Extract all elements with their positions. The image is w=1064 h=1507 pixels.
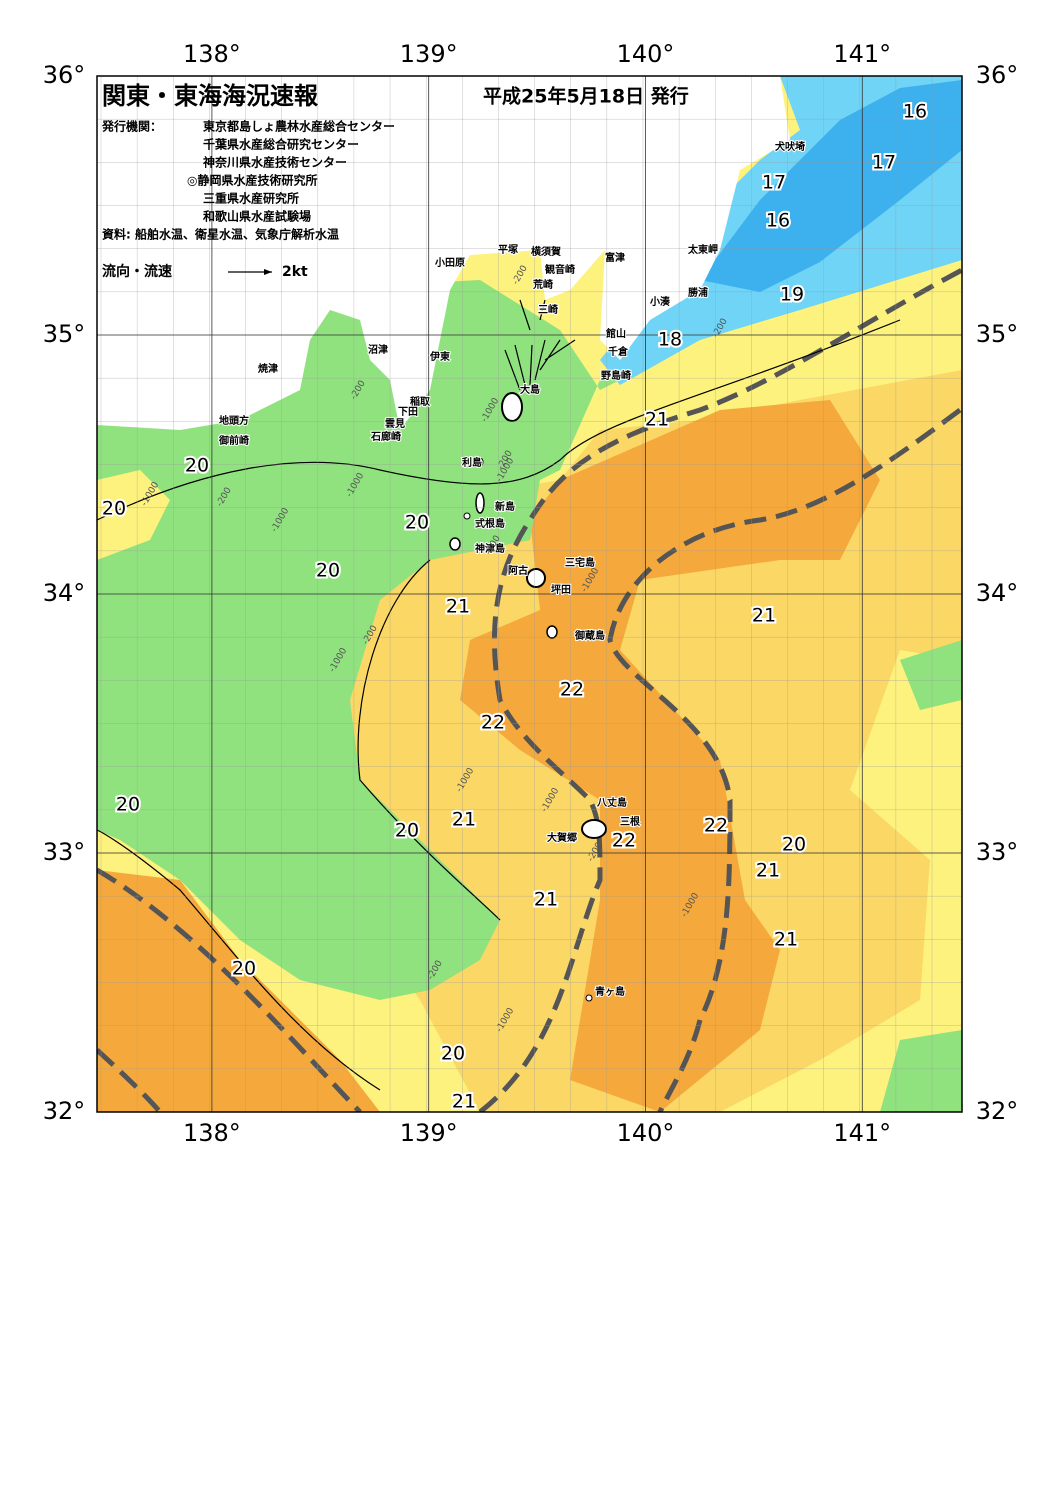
issuer: ◎静岡県水産技術研究所 — [187, 173, 317, 188]
x-tick-label: 141° — [833, 1119, 891, 1147]
y-tick-label: 34° — [43, 579, 86, 607]
isotherm-label: 20 — [405, 512, 429, 534]
x-tick-label: 140° — [617, 40, 675, 68]
y-tick-label: 32° — [43, 1097, 86, 1125]
isotherm-label: 17 — [762, 172, 786, 194]
x-tick-label: 141° — [833, 40, 891, 68]
x-tick-label: 138° — [183, 40, 241, 68]
title: 関東・東海海況速報 — [102, 82, 319, 110]
place-name: 勝浦 — [688, 286, 708, 299]
place-name: 坪田 — [551, 583, 571, 596]
place-name: 利島 — [462, 456, 482, 469]
place-name: 御前崎 — [218, 434, 249, 447]
isotherm-label: 21 — [645, 409, 669, 431]
y-tick-label: 35° — [43, 320, 86, 348]
isotherm-label: 22 — [704, 815, 728, 837]
issuer: 東京都島しょ農林水産総合センター — [203, 119, 395, 134]
isotherm-label: 21 — [774, 929, 798, 951]
source: 資料: 船舶水温、衛星水温、気象庁解析水温 — [102, 227, 339, 242]
isotherm-label: 20 — [185, 455, 209, 477]
isotherm-label: 20 — [316, 560, 340, 582]
place-name: 式根島 — [475, 517, 505, 530]
issuer: 千葉県水産総合研究センター — [203, 137, 359, 152]
graticule — [97, 75, 962, 1113]
place-name: 三宅島 — [565, 556, 595, 569]
place-name: 八丈島 — [596, 796, 627, 809]
place-name: 犬吠埼 — [775, 140, 805, 153]
place-name: 小田原 — [434, 256, 465, 269]
legend-label: 流向・流速 — [102, 263, 172, 280]
isotherm-label: 20 — [395, 820, 419, 842]
place-name: 平塚 — [498, 243, 518, 256]
issuer: 神奈川県水産技術センター — [203, 155, 347, 170]
place-name: 焼津 — [258, 362, 278, 375]
place-name: 三根 — [620, 815, 640, 828]
place-name: 阿古 — [508, 564, 528, 577]
place-name: 館山 — [605, 327, 626, 340]
y-tick-label: 36° — [43, 61, 86, 89]
isotherm-label: 16 — [766, 210, 790, 232]
place-name: 富津 — [605, 251, 625, 264]
place-name: 神津島 — [475, 542, 505, 555]
place-name: 雲見 — [385, 418, 405, 430]
isotherm-label: 22 — [560, 679, 584, 701]
place-name: 新島 — [495, 500, 515, 513]
place-name: 三崎 — [538, 303, 558, 316]
isotherm-label: 21 — [452, 809, 476, 831]
place-name: 伊東 — [429, 350, 450, 363]
isotherm-label: 20 — [232, 958, 256, 980]
issuer-label: 発行機関： — [101, 119, 162, 134]
isotherm-label: 16 — [903, 101, 927, 123]
y-tick-label: 33° — [976, 838, 1019, 866]
isotherm-label: 22 — [481, 712, 505, 734]
y-tick-label: 36° — [976, 61, 1019, 89]
issuer: 三重県水産研究所 — [203, 191, 299, 206]
place-name: 横須賀 — [531, 245, 561, 258]
place-name: 大島 — [520, 383, 540, 396]
place-name: 沼津 — [368, 343, 388, 356]
isotherm-label: 17 — [872, 152, 896, 174]
isotherm-label: 21 — [756, 860, 780, 882]
isotherm-label: 21 — [446, 596, 470, 618]
isotherm-label: 20 — [782, 834, 806, 856]
isotherm-label: 22 — [612, 830, 636, 852]
place-name: 青ヶ島 — [595, 985, 625, 998]
isotherm-label: 18 — [658, 329, 682, 351]
place-name: 千倉 — [608, 345, 629, 358]
map-frame — [96, 75, 963, 1113]
place-name: 下田 — [398, 406, 418, 418]
place-name: 荒崎 — [532, 278, 553, 291]
place-name: 大賀郷 — [547, 831, 577, 844]
y-tick-label: 33° — [43, 838, 86, 866]
isotherm-label: 20 — [116, 794, 140, 816]
legend-arrowhead — [264, 269, 272, 275]
isotherm-label: 19 — [780, 284, 804, 306]
issuer: 和歌山県水産試験場 — [202, 209, 311, 224]
place-name: 地頭方 — [219, 414, 249, 427]
issue-date: 平成25年5月18日 発行 — [483, 85, 689, 108]
isotherm-label: 21 — [452, 1091, 476, 1113]
place-name: 稲取 — [410, 395, 431, 408]
place-name: 石廊崎 — [370, 430, 401, 443]
isotherm-label: 21 — [534, 889, 558, 911]
y-tick-label: 32° — [976, 1097, 1019, 1125]
place-name: 野島崎 — [601, 369, 631, 382]
isotherm-label: 20 — [102, 498, 126, 520]
y-tick-label: 34° — [976, 579, 1019, 607]
x-tick-label: 138° — [183, 1119, 241, 1147]
x-tick-label: 139° — [400, 1119, 458, 1147]
legend-speed: 2kt — [282, 264, 308, 280]
isotherm-label: 21 — [752, 605, 776, 627]
place-name: 太東岬 — [687, 243, 718, 256]
place-name: 御蔵島 — [574, 629, 605, 642]
place-name: 小湊 — [649, 295, 671, 308]
y-tick-label: 35° — [976, 320, 1019, 348]
x-tick-label: 139° — [400, 40, 458, 68]
x-tick-label: 140° — [617, 1119, 675, 1147]
isotherm-label: 20 — [441, 1043, 465, 1065]
place-name: 観音崎 — [545, 263, 575, 276]
